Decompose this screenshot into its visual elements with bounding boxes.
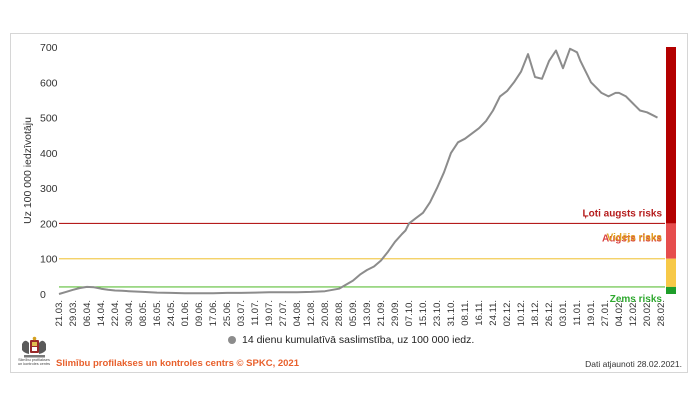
x-tick-label-19: 20.08. [320, 300, 331, 326]
risk-label-3: Zems risks [610, 294, 663, 305]
x-tick-label-8: 24.05. [166, 300, 177, 326]
x-tick-label-14: 11.07. [250, 300, 261, 326]
x-tick-label-18: 12.08. [306, 300, 317, 326]
x-tick-label-33: 10.12. [516, 300, 527, 326]
x-tick-label-35: 26.12. [544, 300, 555, 326]
x-tick-label-24: 29.09. [390, 300, 401, 326]
risk-label-0: Ļoti augsts risks [583, 208, 663, 219]
x-tick-label-10: 09.06. [194, 300, 205, 326]
x-tick-label-0: 21.03. [54, 300, 65, 326]
x-tick-label-28: 31.10. [446, 300, 457, 326]
x-tick-label-37: 11.01. [572, 300, 583, 326]
risk-band-2 [666, 258, 676, 287]
x-tick-label-6: 08.05. [138, 300, 149, 326]
x-tick-label-2: 06.04. [82, 300, 93, 326]
x-tick-label-38: 19.01. [586, 300, 597, 326]
x-tick-label-16: 27.07. [278, 300, 289, 326]
x-tick-label-26: 15.10. [418, 300, 429, 326]
x-tick-label-36: 03.01. [558, 300, 569, 326]
x-tick-label-27: 23.10. [432, 300, 443, 326]
x-tick-label-34: 18.12. [530, 300, 541, 326]
x-tick-label-17: 04.08. [292, 300, 303, 326]
coat-of-arms-icon [22, 336, 46, 358]
x-tick-label-22: 13.09. [362, 300, 373, 326]
update-date: Dati atjaunoti 28.02.2021. [585, 359, 682, 369]
x-tick-label-39: 27.01. [600, 300, 611, 326]
x-tick-label-11: 17.06. [208, 300, 219, 326]
legend-label: 14 dienu kumulatīvā saslimstība, uz 100 … [242, 334, 475, 346]
legend: 14 dienu kumulatīvā saslimstība, uz 100 … [228, 332, 474, 348]
logo-text-line2: un kontroles centrs [17, 362, 51, 366]
risk-band-3 [666, 286, 676, 294]
x-tick-label-1: 29.03. [68, 300, 79, 326]
y-tick-label-1: 100 [40, 254, 58, 266]
x-tick-label-20: 28.08. [334, 300, 345, 326]
chart-panel: 0 100 200 300 400 500 600 700 Uz 100 000 iedzīvo… [10, 33, 688, 373]
y-tick-label-5: 500 [40, 113, 58, 125]
x-tick-label-7: 16.05. [152, 300, 163, 326]
x-tick-label-43: 28.02. [656, 300, 667, 326]
y-tick-label-7: 700 [40, 42, 58, 54]
x-tick-label-9: 01.06. [180, 300, 191, 326]
risk-band-1 [666, 223, 676, 259]
x-tick-label-3: 14.04. [96, 300, 107, 326]
x-tick-label-32: 02.12. [502, 300, 513, 326]
x-tick-label-30: 16.11. [474, 300, 485, 326]
x-tick-label-12: 25.06. [222, 300, 233, 326]
legend-marker [228, 336, 236, 344]
series-line-0 [58, 47, 658, 295]
y-tick-label-4: 400 [40, 148, 58, 160]
y-tick-label-2: 200 [40, 218, 58, 230]
risk-label-2: Vidējs risks [607, 233, 663, 244]
x-tick-label-13: 03.07. [236, 300, 247, 326]
risk-band-0 [666, 47, 676, 224]
x-tick-label-40: 04.02. [614, 300, 625, 326]
x-tick-label-23: 21.09. [376, 300, 387, 326]
risk-label-1: Augsts risks [602, 234, 662, 245]
x-tick-label-15: 19.07. [264, 300, 275, 326]
x-tick-label-29: 08.11. [460, 300, 471, 326]
logo-text-line1: Slimību profilakses [18, 358, 50, 362]
y-tick-label-3: 300 [40, 183, 58, 195]
y-tick-label-6: 600 [40, 77, 58, 89]
x-tick-label-4: 22.04. [110, 300, 121, 326]
x-tick-label-42: 20.02. [642, 300, 653, 326]
x-tick-label-31: 24.11. [488, 300, 499, 326]
x-tick-label-41: 12.02. [628, 300, 639, 326]
x-tick-label-21: 05.09. [348, 300, 359, 326]
y-axis-title: Uz 100 000 iedzīvotāju [22, 117, 34, 224]
x-tick-label-5: 30.04. [124, 300, 135, 326]
chart-svg: 0 100 200 300 400 500 600 700 Uz 100 000 iedzīvo… [22, 42, 676, 326]
y-tick-label-0: 0 [40, 289, 46, 301]
source-credit: Slimību profilakses un kontroles centrs … [56, 358, 299, 369]
x-tick-label-25: 07.10. [404, 300, 415, 326]
